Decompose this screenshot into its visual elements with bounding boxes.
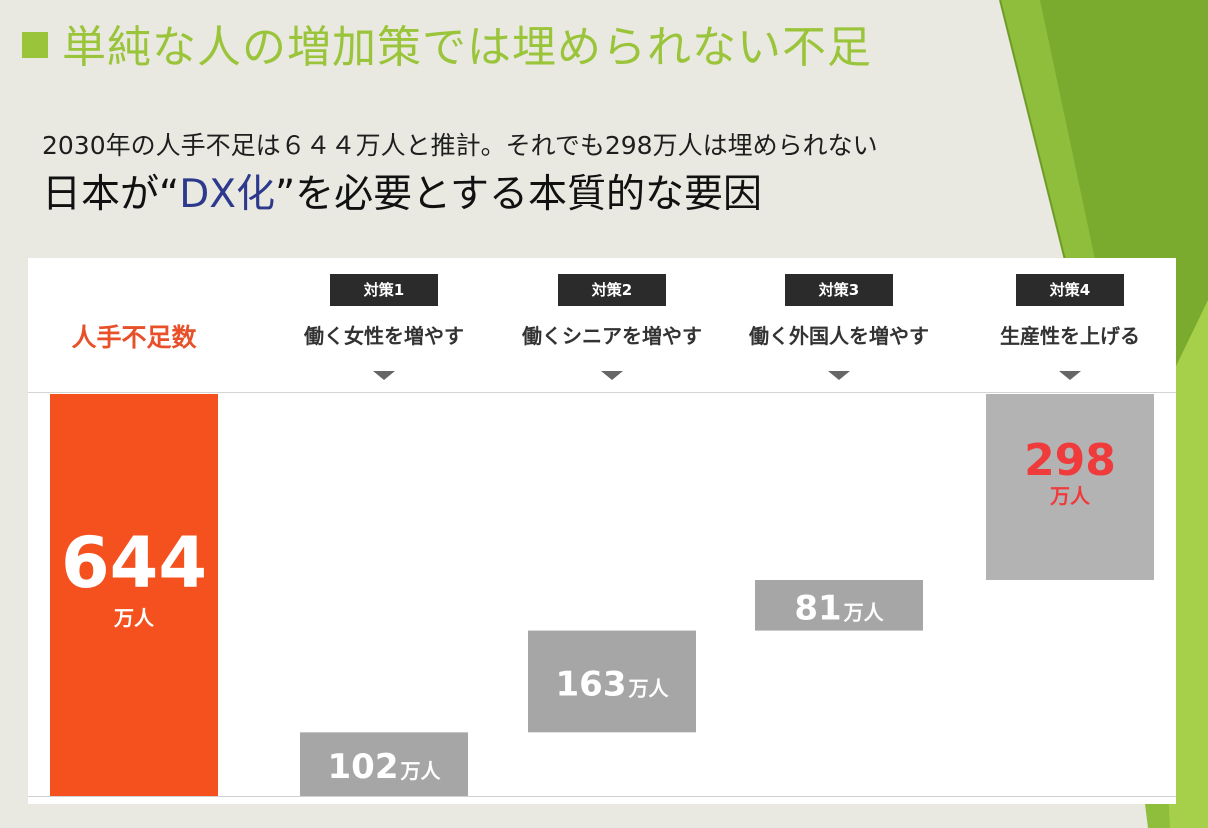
measure-badge-4: 対策4 xyxy=(1016,274,1124,306)
category-label-1: 働く女性を増やす xyxy=(304,324,464,348)
bar-label-2: 163 万人 xyxy=(556,664,670,704)
chevron-down-icon-2 xyxy=(601,371,623,380)
bar-2 xyxy=(528,630,696,733)
bar-3 xyxy=(755,580,923,631)
chevron-down-icon-3 xyxy=(828,371,850,380)
header-divider xyxy=(28,392,1176,393)
bar-4 xyxy=(986,394,1154,581)
category-label-3: 働く外国人を増やす xyxy=(749,324,929,348)
subtitle: 2030年の人手不足は６４４万人と推計。それでも298万人は埋められない xyxy=(42,131,878,160)
measure-badge-3: 対策3 xyxy=(785,274,893,306)
chart-panel: 人手不足数 対策1 働く女性を増やす 対策2 働くシニアを増やす 対策3 働く外… xyxy=(28,258,1176,804)
slide-title-text: 単純な人の増加策では埋められない不足 xyxy=(62,22,872,73)
measure-badge-2: 対策2 xyxy=(558,274,666,306)
bar-label-0: 644 xyxy=(61,522,207,604)
baseline xyxy=(28,796,1176,797)
bar-unit-0: 万人 xyxy=(113,606,155,630)
headline-dx: DX化 xyxy=(179,172,275,217)
category-label-4: 生産性を上げる xyxy=(1000,324,1140,348)
measure-badge-1: 対策1 xyxy=(330,274,438,306)
headline-pre: 日本が“ xyxy=(42,172,180,217)
bar-label-4: 298 xyxy=(1024,435,1116,486)
category-label-0: 人手不足数 xyxy=(71,323,197,352)
bar-unit-4: 万人 xyxy=(1049,484,1091,508)
bullet-square-icon xyxy=(22,32,48,58)
chevron-down-icon-4 xyxy=(1059,371,1081,380)
bar-0 xyxy=(50,394,218,796)
chevron-down-icon-1 xyxy=(373,371,395,380)
headline-post: ”を必要とする本質的な要因 xyxy=(274,172,763,217)
bar-label-1: 102 万人 xyxy=(328,747,442,787)
slide-title: 単純な人の増加策では埋められない不足 xyxy=(22,16,872,80)
bar-1 xyxy=(300,732,468,796)
category-label-2: 働くシニアを増やす xyxy=(522,324,702,348)
bar-label-3: 81 万人 xyxy=(794,588,884,628)
headline: 日本が“DX化”を必要とする本質的な要因 xyxy=(42,168,762,222)
